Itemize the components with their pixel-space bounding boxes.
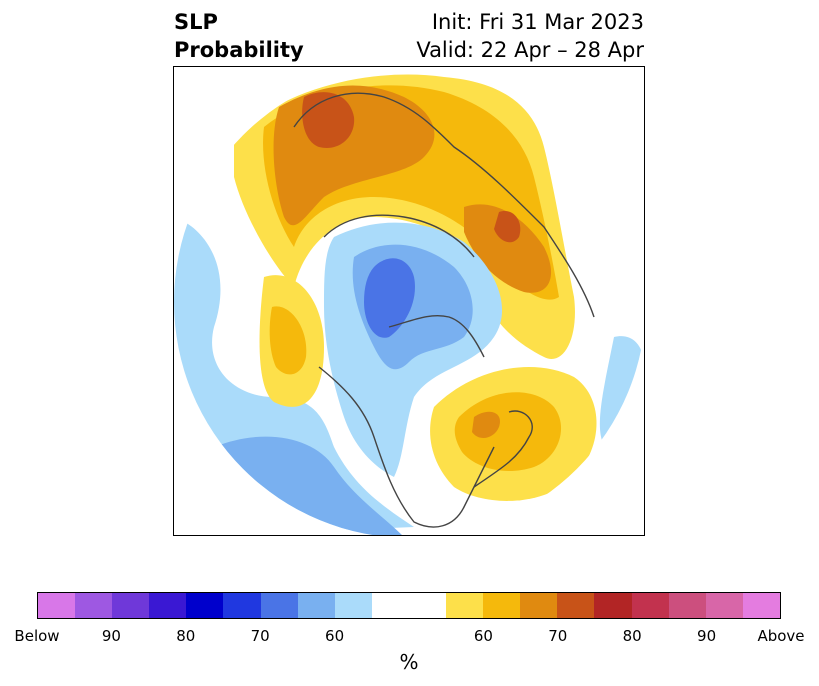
colorbar-unit: % <box>399 650 419 674</box>
colorbar-tick-label: 70 <box>250 627 270 645</box>
above-70-siberia <box>464 204 552 293</box>
colorbar-tick-label: Below <box>14 627 60 645</box>
colorbar-tick-label: 60 <box>473 627 493 645</box>
colorbar-segment <box>668 593 706 618</box>
colorbar-tick-label: 80 <box>176 627 196 645</box>
title-type: Probability <box>174 38 304 62</box>
above-65-pacific <box>269 306 307 375</box>
colorbar-segment <box>594 593 632 618</box>
polar-map <box>173 66 645 536</box>
colorbar-segment <box>371 593 409 618</box>
colorbar-segment <box>483 593 521 618</box>
coastlines <box>293 92 595 528</box>
colorbar-tick-label: Above <box>757 627 805 645</box>
colorbar-tick-label: 90 <box>697 627 717 645</box>
colorbar-segment <box>149 593 187 618</box>
colorbar-segment <box>557 593 595 618</box>
colorbar-segment <box>186 593 224 618</box>
colorbar-segment <box>297 593 335 618</box>
above-65-atlantic <box>454 392 562 472</box>
colorbar-segment <box>334 593 372 618</box>
above-70-atlantic <box>472 411 500 439</box>
colorbar-segment <box>742 593 780 618</box>
title-right: Init: Fri 31 Mar 2023 Valid: 22 Apr – 28… <box>416 8 644 64</box>
colorbar-segment <box>223 593 261 618</box>
colorbar-tick-label: 90 <box>101 627 121 645</box>
valid-range: Valid: 22 Apr – 28 Apr <box>416 38 644 62</box>
probability-map-svg <box>174 67 644 535</box>
colorbar-segment <box>260 593 298 618</box>
colorbar-segment <box>38 593 76 618</box>
colorbar-tick-label: 70 <box>548 627 568 645</box>
title-left: SLP Probability <box>174 8 304 64</box>
init-date: Init: Fri 31 Mar 2023 <box>431 10 644 34</box>
colorbar-segment <box>446 593 484 618</box>
colorbar-segment <box>705 593 743 618</box>
colorbar-segment <box>75 593 113 618</box>
colorbar <box>37 592 781 619</box>
colorbar-segment <box>520 593 558 618</box>
colorbar-segment <box>631 593 669 618</box>
title-variable: SLP <box>174 10 218 34</box>
below-70-arctic <box>364 258 415 338</box>
colorbar-tick-label: 60 <box>325 627 345 645</box>
colorbar-tick-label: 80 <box>622 627 642 645</box>
above-75-siberia <box>494 211 521 243</box>
colorbar-segment <box>408 593 447 618</box>
colorbar-segment <box>112 593 150 618</box>
